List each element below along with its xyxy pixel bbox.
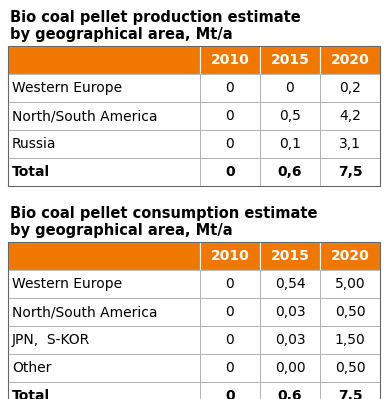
Bar (320, 326, 380, 354)
Text: 2020: 2020 (331, 53, 369, 67)
Bar (320, 130, 380, 158)
Bar (200, 46, 260, 74)
Text: 7,5: 7,5 (338, 389, 362, 399)
Text: 0,03: 0,03 (275, 333, 305, 347)
Bar (260, 354, 320, 382)
Bar (320, 242, 380, 270)
Bar (8, 158, 200, 186)
Text: 0: 0 (226, 277, 234, 291)
Bar (260, 74, 320, 102)
Text: 3,1: 3,1 (339, 137, 361, 151)
Text: 2015: 2015 (270, 249, 310, 263)
Text: 0: 0 (226, 137, 234, 151)
Text: 2010: 2010 (211, 53, 249, 67)
Bar (8, 74, 200, 102)
Text: 0: 0 (226, 361, 234, 375)
Bar (8, 270, 200, 298)
Bar (320, 102, 380, 130)
Text: 2020: 2020 (331, 249, 369, 263)
Bar (8, 46, 380, 186)
Text: 0,5: 0,5 (279, 109, 301, 123)
Bar (260, 130, 320, 158)
Text: 2010: 2010 (211, 249, 249, 263)
Text: Bio coal pellet production estimate
by geographical area, Mt/a: Bio coal pellet production estimate by g… (10, 10, 301, 42)
Text: 0,50: 0,50 (335, 361, 365, 375)
Text: North/South America: North/South America (12, 305, 158, 319)
Text: 0,2: 0,2 (339, 81, 361, 95)
Bar (200, 298, 260, 326)
Text: 7,5: 7,5 (338, 165, 362, 179)
Text: 0: 0 (226, 109, 234, 123)
Bar (320, 354, 380, 382)
Bar (200, 102, 260, 130)
Text: Russia: Russia (12, 137, 57, 151)
Text: Western Europe: Western Europe (12, 81, 122, 95)
Bar (260, 46, 320, 74)
Text: 0,00: 0,00 (275, 361, 305, 375)
Bar (8, 382, 200, 399)
Text: 4,2: 4,2 (339, 109, 361, 123)
Text: Western Europe: Western Europe (12, 277, 122, 291)
Bar (8, 354, 200, 382)
Bar (320, 382, 380, 399)
Bar (260, 298, 320, 326)
Text: 1,50: 1,50 (334, 333, 365, 347)
Text: 0,03: 0,03 (275, 305, 305, 319)
Bar (8, 326, 200, 354)
Bar (320, 298, 380, 326)
Bar (8, 46, 200, 74)
Text: Total: Total (12, 165, 50, 179)
Bar (320, 158, 380, 186)
Text: 0,50: 0,50 (335, 305, 365, 319)
Bar (200, 130, 260, 158)
Text: Bio coal pellet consumption estimate
by geographical area, Mt/a: Bio coal pellet consumption estimate by … (10, 206, 317, 238)
Text: 0,6: 0,6 (278, 165, 302, 179)
Bar (8, 242, 200, 270)
Bar (8, 102, 200, 130)
Text: JPN,  S-KOR: JPN, S-KOR (12, 333, 90, 347)
Bar (8, 298, 200, 326)
Bar (200, 382, 260, 399)
Text: 5,00: 5,00 (335, 277, 365, 291)
Bar (200, 326, 260, 354)
Text: 0,54: 0,54 (275, 277, 305, 291)
Bar (200, 158, 260, 186)
Text: 0,6: 0,6 (278, 389, 302, 399)
Text: 0: 0 (225, 389, 235, 399)
Bar (320, 74, 380, 102)
Text: 0: 0 (226, 333, 234, 347)
Bar (260, 270, 320, 298)
Bar (260, 102, 320, 130)
Text: 0: 0 (286, 81, 294, 95)
Text: 0,1: 0,1 (279, 137, 301, 151)
Text: 0: 0 (226, 305, 234, 319)
Bar (320, 46, 380, 74)
Text: Total: Total (12, 389, 50, 399)
Bar (200, 242, 260, 270)
Bar (8, 242, 380, 399)
Bar (200, 354, 260, 382)
Text: 2015: 2015 (270, 53, 310, 67)
Bar (260, 158, 320, 186)
Text: North/South America: North/South America (12, 109, 158, 123)
Bar (200, 74, 260, 102)
Text: Other: Other (12, 361, 51, 375)
Bar (260, 382, 320, 399)
Bar (200, 270, 260, 298)
Bar (260, 326, 320, 354)
Bar (8, 130, 200, 158)
Bar (260, 242, 320, 270)
Text: 0: 0 (226, 81, 234, 95)
Text: 0: 0 (225, 165, 235, 179)
Bar (320, 270, 380, 298)
